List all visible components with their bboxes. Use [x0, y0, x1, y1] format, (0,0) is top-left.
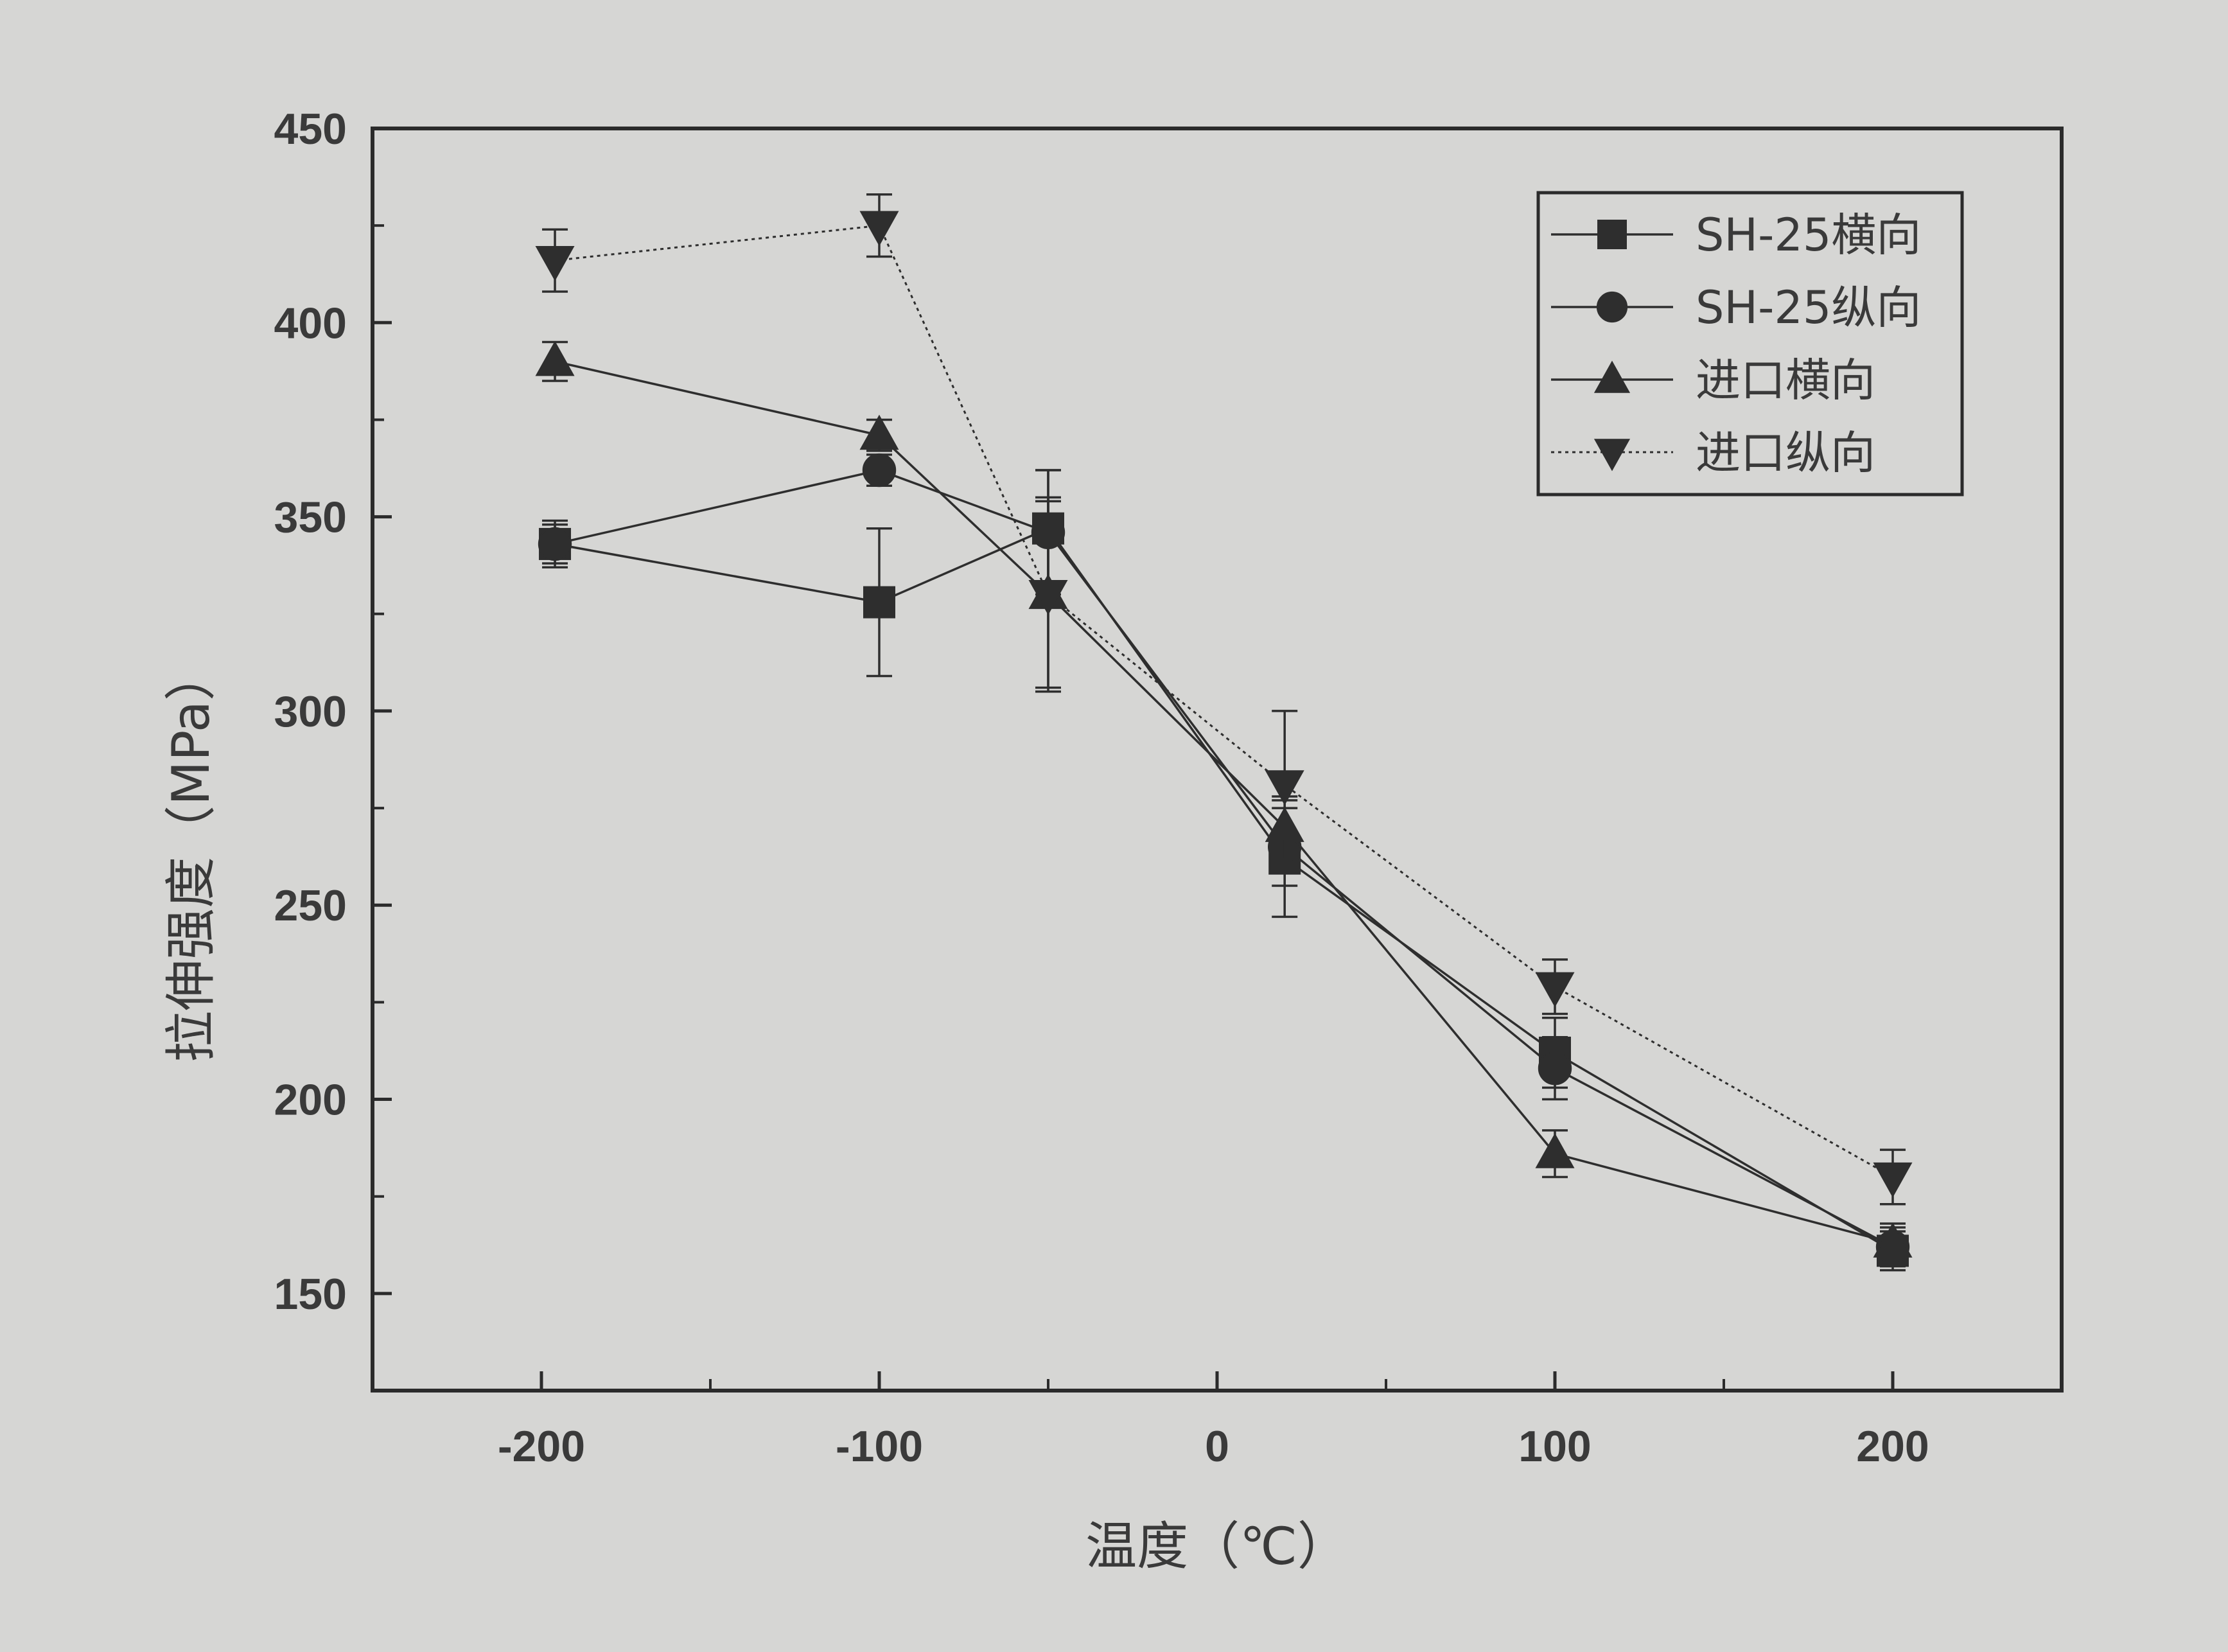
- y-tick-label: 300: [274, 687, 347, 736]
- x-tick-label: 200: [1856, 1422, 1929, 1471]
- legend-entry: SH-25横向: [1551, 209, 1921, 261]
- series-3: [535, 193, 1913, 1206]
- y-tick-label: 200: [274, 1076, 347, 1125]
- data-point: [862, 453, 897, 488]
- series-1: [538, 453, 1910, 1268]
- legend-box: [1536, 191, 1964, 496]
- y-tick-label: 250: [274, 881, 347, 930]
- data-point: [1535, 1133, 1575, 1168]
- legend-entry: 进口横向: [1551, 354, 1875, 407]
- data-point: [863, 586, 895, 619]
- data-point: [1538, 1051, 1572, 1085]
- x-axis-title: 温度（℃）: [1085, 1516, 1349, 1576]
- x-tick-label: 0: [1205, 1422, 1229, 1471]
- y-tick-label: 450: [274, 105, 347, 154]
- legend-marker: [1596, 291, 1628, 323]
- series-0: [539, 469, 1909, 1272]
- data-point: [1265, 770, 1304, 805]
- data-point: [535, 245, 575, 281]
- x-tick-label: -100: [836, 1422, 923, 1471]
- series-line: [554, 527, 1893, 1252]
- series-layer: [535, 193, 1913, 1272]
- legend-label: SH-25横向: [1696, 209, 1921, 261]
- legend-entry: SH-25纵向: [1551, 281, 1921, 334]
- x-tick-label: -200: [498, 1422, 585, 1471]
- x-tick-label: 100: [1518, 1422, 1591, 1471]
- series-line: [554, 360, 1893, 1244]
- data-point: [1873, 1222, 1913, 1258]
- data-point: [535, 340, 575, 376]
- axes: 150 200 250 300 350 400 450 -200 -100 0 100 200 温度（℃…: [161, 105, 2064, 1576]
- data-point: [1873, 1162, 1913, 1198]
- data-point: [1535, 972, 1575, 1008]
- legend-entry: 进口纵向: [1551, 426, 1875, 479]
- legend-marker: [1593, 360, 1631, 393]
- series-line: [554, 469, 1893, 1248]
- y-tick-label: 350: [274, 493, 347, 542]
- legend-label: 进口横向: [1696, 354, 1875, 407]
- y-axis-title: 拉伸强度（MPa）: [161, 649, 221, 1062]
- legend-marker: [1597, 220, 1627, 249]
- legend-label: 进口纵向: [1696, 426, 1875, 479]
- y-tick-label: 400: [274, 299, 347, 347]
- legend-label: SH-25纵向: [1696, 281, 1921, 334]
- data-point: [859, 211, 899, 247]
- series-2: [535, 340, 1913, 1264]
- y-tick-label: 150: [274, 1270, 347, 1319]
- legend-marker: [1593, 439, 1631, 471]
- series-line: [554, 224, 1893, 1178]
- data-point: [859, 414, 899, 450]
- data-point: [538, 527, 572, 561]
- data-point: [1028, 579, 1068, 615]
